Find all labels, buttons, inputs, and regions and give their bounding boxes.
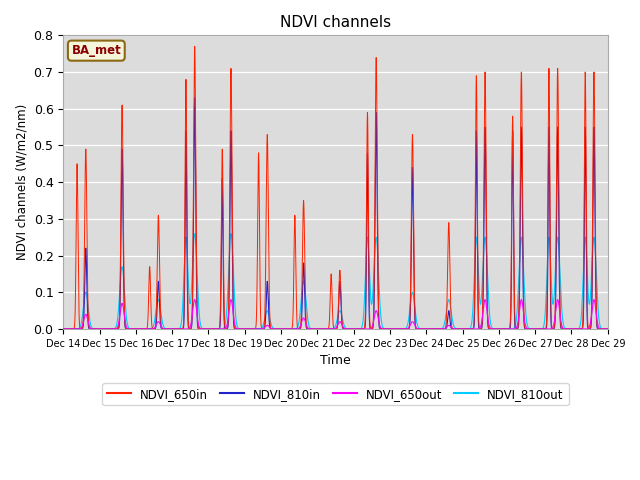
Y-axis label: NDVI channels (W/m2/nm): NDVI channels (W/m2/nm) [15, 104, 28, 260]
Legend: NDVI_650in, NDVI_810in, NDVI_650out, NDVI_810out: NDVI_650in, NDVI_810in, NDVI_650out, NDV… [102, 383, 568, 405]
Text: BA_met: BA_met [72, 44, 121, 57]
Title: NDVI channels: NDVI channels [280, 15, 391, 30]
X-axis label: Time: Time [320, 354, 351, 367]
